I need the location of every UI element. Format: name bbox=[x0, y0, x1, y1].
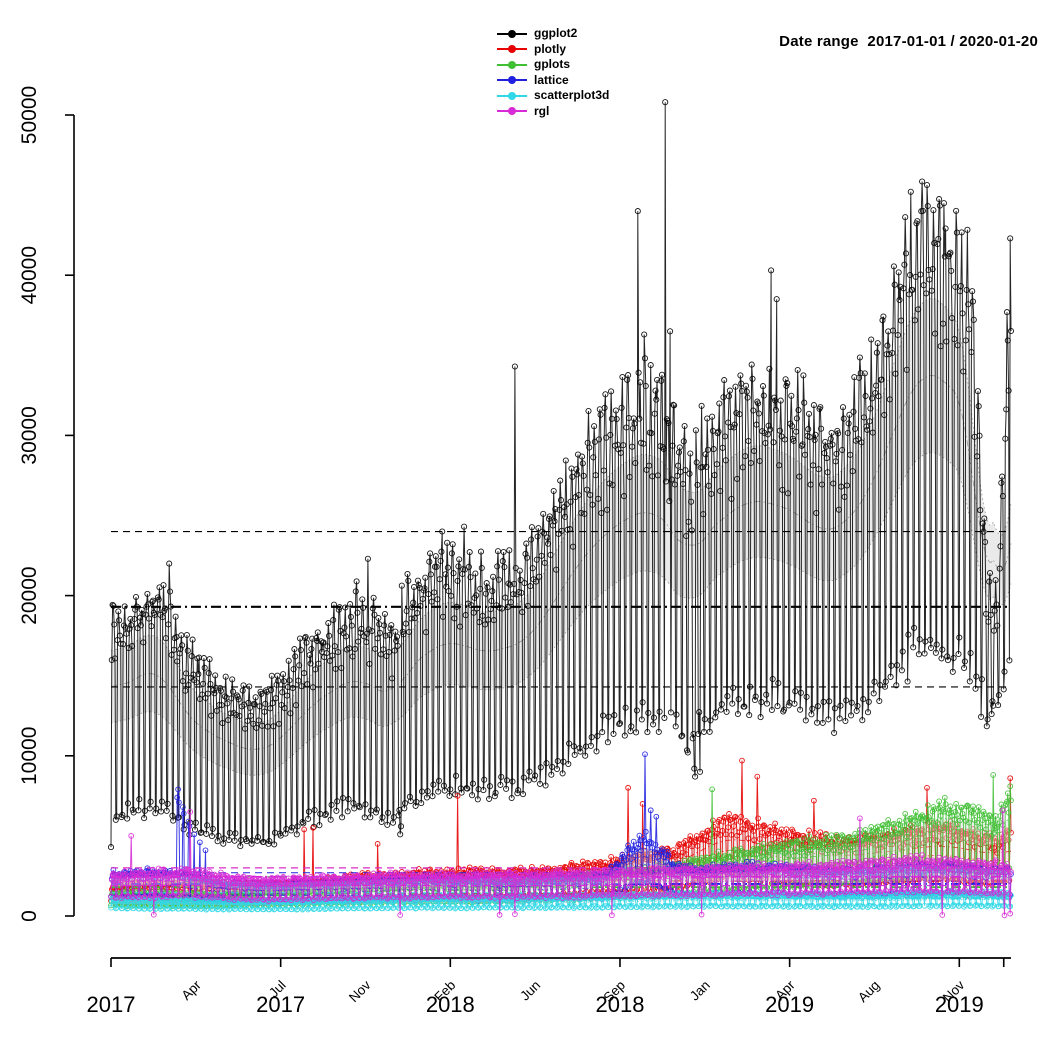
legend-label: rgl bbox=[534, 103, 550, 118]
legend-label: ggplot2 bbox=[534, 26, 578, 41]
legend-line-dot-icon bbox=[497, 29, 527, 39]
legend: ggplot2 plotly gplots lattice scatterplot3d r… bbox=[497, 27, 609, 118]
band-lower-ggplot2 bbox=[110, 452, 1012, 776]
x-year-label-420: 2018 bbox=[426, 992, 475, 1017]
markers-ggplot2 bbox=[107, 99, 1015, 851]
band-upper-ggplot2 bbox=[110, 298, 1012, 724]
x-year-label-0: 2017 bbox=[87, 992, 136, 1017]
legend-label: scatterplot3d bbox=[534, 88, 610, 103]
legend-line-dot-icon bbox=[497, 60, 527, 70]
legend-item-scatterplot3d: scatterplot3d bbox=[497, 89, 609, 103]
x-month-label-105: Apr bbox=[178, 977, 204, 1003]
x-year-label-630: 2018 bbox=[596, 992, 645, 1017]
legend-item-gplots: gplots bbox=[497, 58, 609, 72]
legend-item-rgl: rgl bbox=[497, 103, 609, 119]
legend-line-dot-icon bbox=[497, 75, 527, 85]
y-tick-label-30000: 30000 bbox=[18, 406, 41, 464]
x-year-label-840: 2019 bbox=[765, 992, 814, 1017]
legend-line-dot-icon bbox=[497, 91, 527, 101]
line-ggplot2 bbox=[110, 102, 1012, 848]
y-tick-label-0: 0 bbox=[18, 910, 41, 922]
y-tick-label-10000: 10000 bbox=[18, 727, 41, 785]
band-lower-scatterplot3d bbox=[111, 899, 1011, 906]
x-month-label-945: Aug bbox=[855, 978, 883, 1006]
y-tick-label-20000: 20000 bbox=[18, 566, 41, 624]
legend-line-dot-icon bbox=[497, 106, 527, 116]
x-month-label-315: Nov bbox=[346, 977, 374, 1005]
date-range-label: Date range 2017-01-01 / 2020-01-20 bbox=[779, 33, 1038, 50]
band-fill-ggplot2 bbox=[111, 298, 1011, 776]
band-mid-ggplot2 bbox=[110, 375, 1012, 750]
y-tick-label-40000: 40000 bbox=[18, 246, 41, 304]
legend-label: gplots bbox=[534, 57, 570, 72]
legend-label: plotly bbox=[534, 41, 566, 56]
series-rgl bbox=[108, 807, 1014, 919]
x-month-label-735: Jan bbox=[687, 978, 713, 1004]
legend-line-dot-icon bbox=[497, 44, 527, 54]
y-tick-label-50000: 50000 bbox=[18, 86, 41, 144]
legend-item-lattice: lattice bbox=[497, 72, 609, 88]
x-year-label-1050: 2019 bbox=[935, 992, 984, 1017]
x-month-label-525: Jun bbox=[517, 978, 543, 1004]
legend-item-ggplot2: ggplot2 bbox=[497, 27, 609, 41]
legend-label: lattice bbox=[534, 72, 569, 87]
legend-item-plotly: plotly bbox=[497, 41, 609, 57]
series-ggplot2 bbox=[107, 99, 1015, 851]
x-year-label-210: 2017 bbox=[256, 992, 305, 1017]
